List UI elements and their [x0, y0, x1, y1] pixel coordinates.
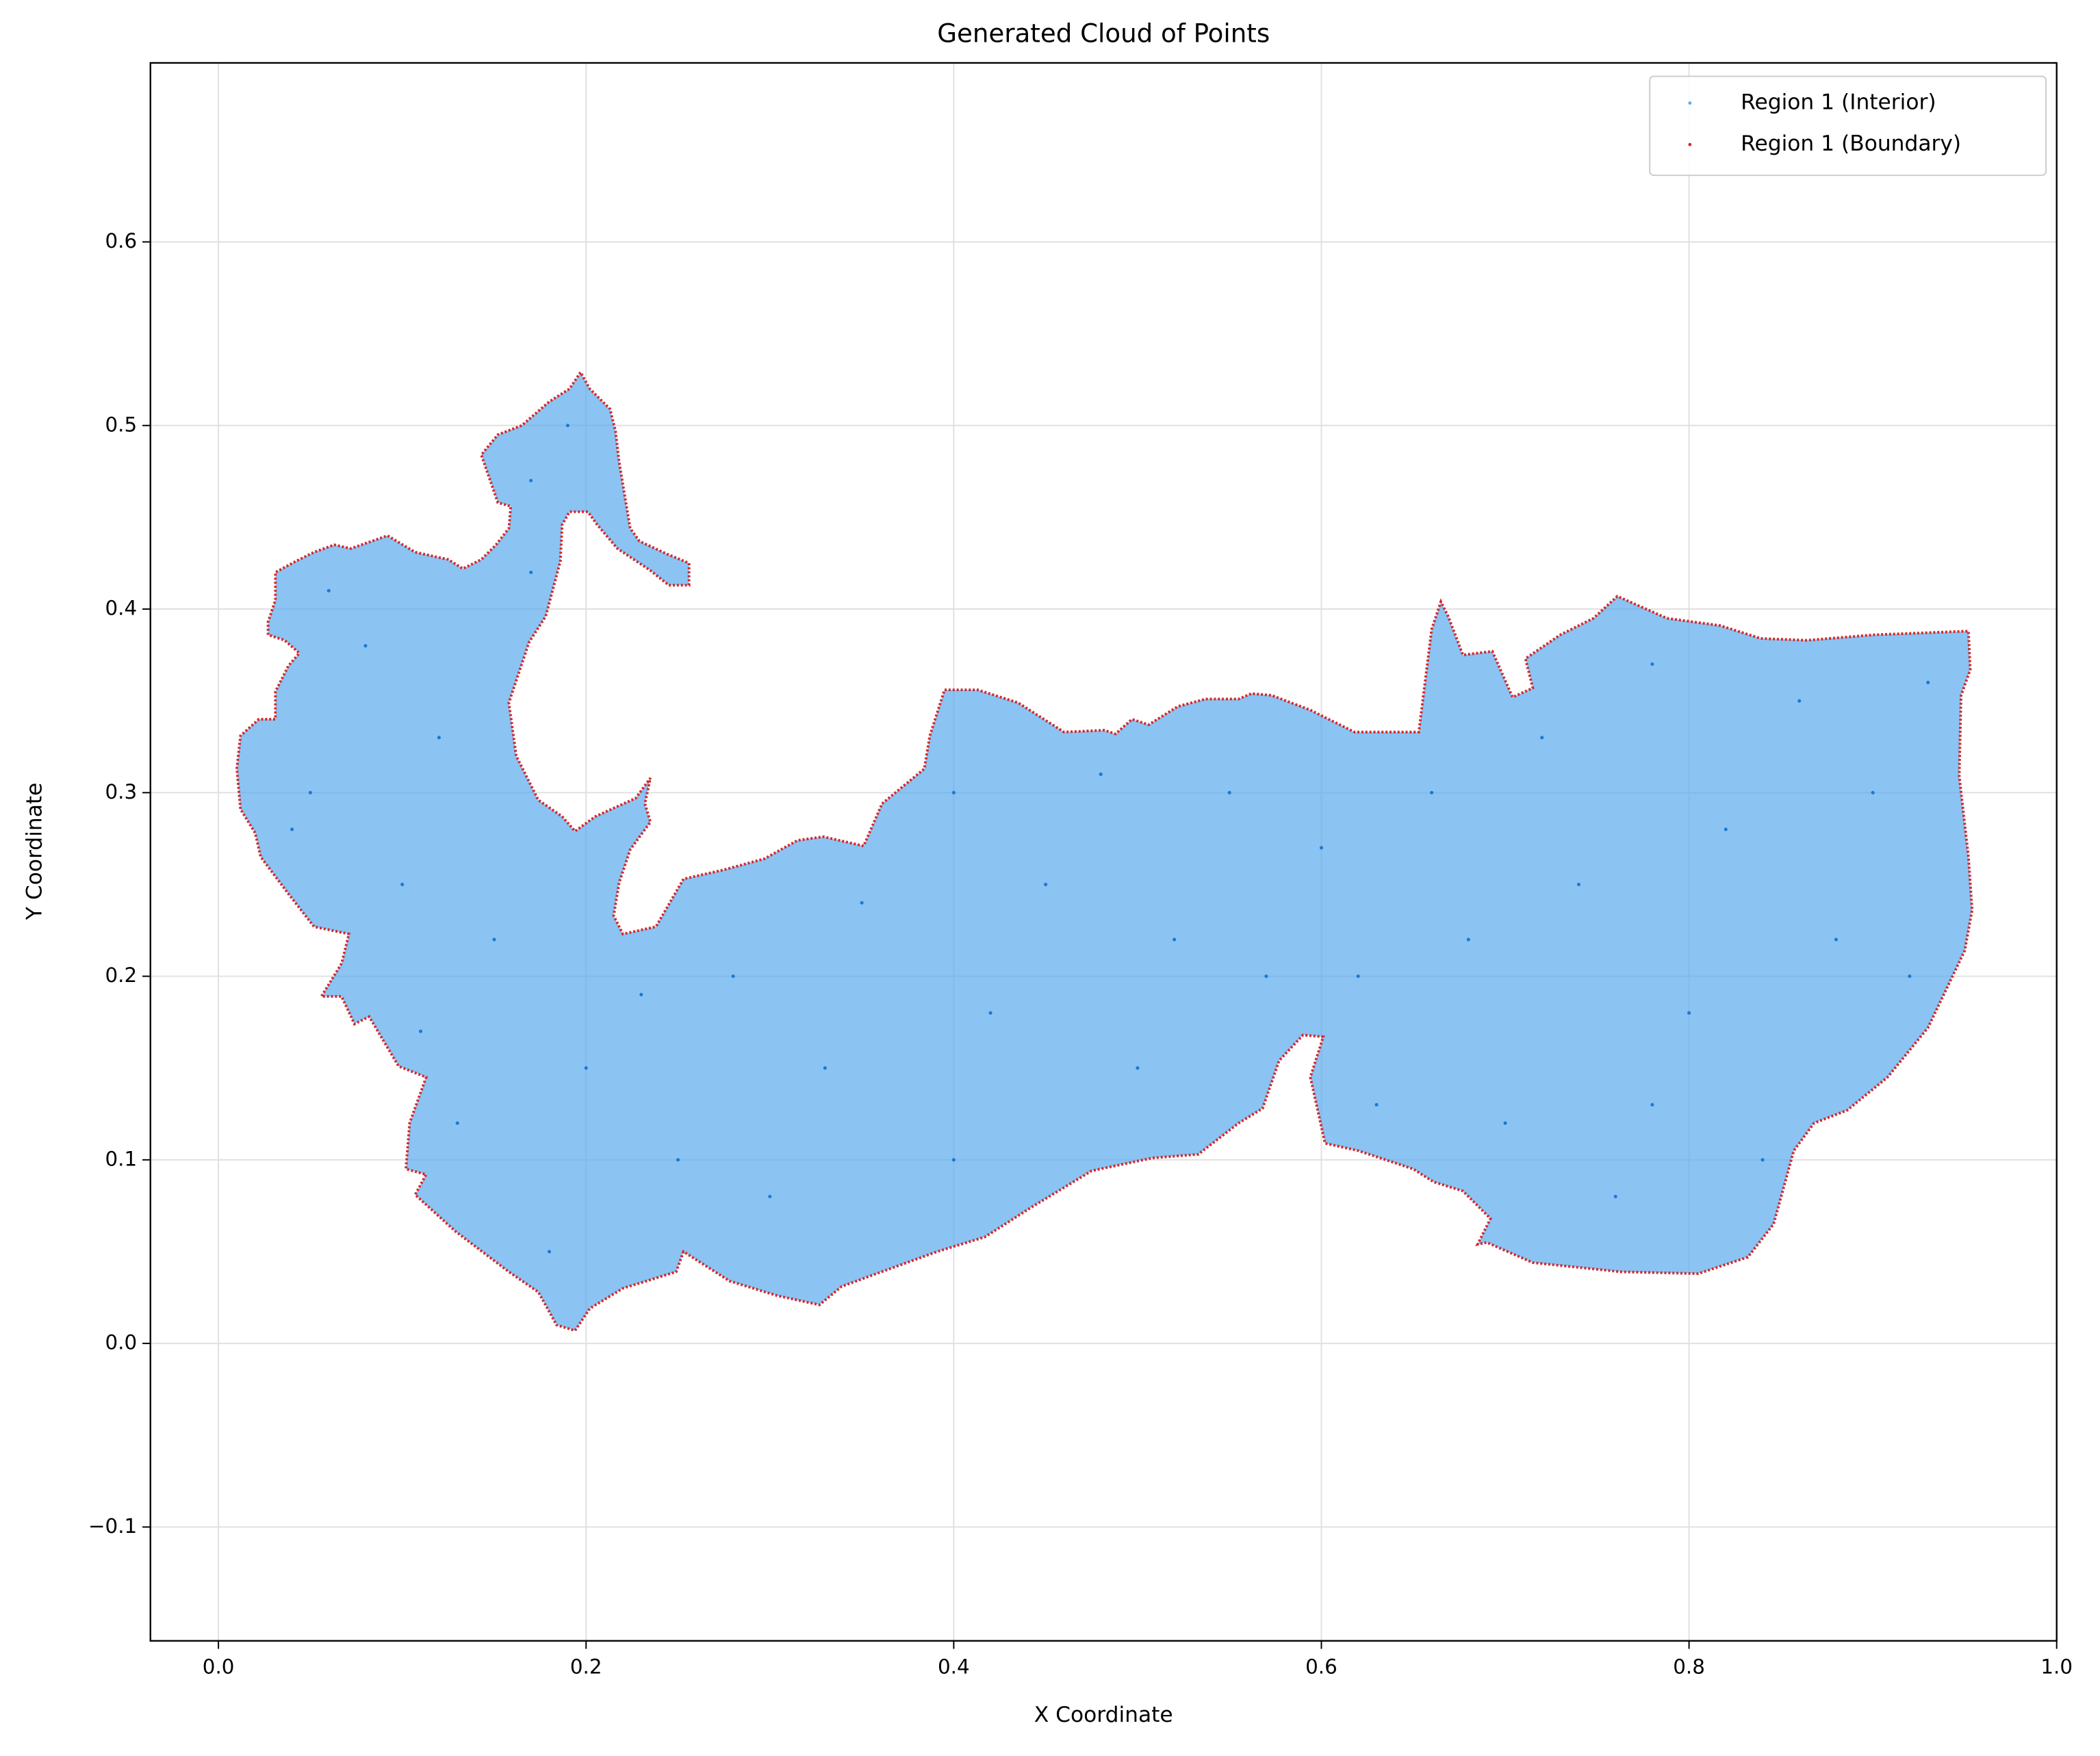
x-tick-label: 0.4	[938, 1655, 970, 1678]
interior-point	[676, 1158, 680, 1162]
interior-point	[1797, 699, 1802, 703]
interior-point	[1650, 1102, 1654, 1107]
y-tick-label: 0.5	[105, 413, 138, 436]
interior-point	[1650, 662, 1654, 667]
ticks: 0.0 0.2 0.4 0.6 0.8 1.0 −0.1 0.0 0.1 0.2 0.3 0.4 0.5…	[88, 229, 2073, 1678]
interior-point	[1834, 938, 1838, 942]
interior-point	[1136, 1066, 1140, 1070]
y-axis-label: Y Coordinate	[23, 783, 47, 921]
y-tick-label: 0.1	[105, 1147, 138, 1170]
interior-point	[547, 1250, 552, 1254]
interior-point	[1540, 736, 1544, 740]
x-tick-label: 0.8	[1673, 1655, 1705, 1678]
interior-point	[1760, 1158, 1765, 1162]
interior-point	[951, 1158, 956, 1162]
x-axis-label: X Coordinate	[1034, 1703, 1173, 1727]
legend-marker	[1688, 101, 1692, 105]
axes-frame	[149, 62, 2058, 1642]
interior-point	[1908, 974, 1912, 979]
interior-point	[1356, 974, 1360, 979]
plot-area	[235, 370, 1974, 1332]
interior-point	[1724, 827, 1728, 831]
chart-title: Generated Cloud of Points	[937, 18, 1270, 48]
interior-point	[1430, 790, 1434, 795]
interior-point	[565, 424, 569, 428]
interior-point	[731, 974, 735, 979]
interior-point	[1576, 882, 1580, 886]
interior-point	[400, 882, 405, 886]
y-tick-label: 0.0	[105, 1331, 138, 1354]
interior-point	[437, 736, 441, 740]
region-outline	[235, 370, 1974, 1332]
interior-point	[326, 589, 331, 593]
legend-box	[1649, 75, 2047, 177]
interior-point	[584, 1066, 588, 1070]
interior-point	[1227, 790, 1231, 795]
legend-label: Region 1 (Boundary)	[1741, 131, 1961, 156]
x-tick-label: 1.0	[2040, 1655, 2073, 1678]
interior-point	[951, 790, 956, 795]
interior-point	[363, 644, 368, 648]
interior-point	[1173, 938, 1177, 942]
interior-point	[308, 790, 312, 795]
interior-point	[768, 1194, 772, 1199]
interior-point	[492, 938, 496, 942]
legend-marker	[1688, 142, 1692, 146]
interior-point	[1613, 1194, 1617, 1199]
interior-point	[455, 1121, 459, 1125]
interior-point	[290, 827, 294, 831]
interior-point	[860, 901, 864, 905]
y-tick-label: 0.3	[105, 780, 138, 803]
interior-point	[1926, 680, 1930, 684]
interior-point	[1264, 974, 1268, 979]
y-tick-label: 0.4	[105, 597, 138, 620]
interior-point	[1319, 846, 1324, 850]
y-tick-label: 0.6	[105, 229, 138, 253]
interior-point	[1099, 772, 1103, 777]
interior-point	[529, 570, 533, 574]
interior-point	[1044, 882, 1048, 886]
y-tick-label: −0.1	[88, 1514, 137, 1538]
legend: Region 1 (Interior) Region 1 (Boundary)	[1649, 75, 2047, 177]
interior-point	[1687, 1011, 1691, 1015]
interior-point	[639, 992, 643, 996]
interior-point	[1374, 1102, 1379, 1107]
x-tick-label: 0.6	[1305, 1655, 1337, 1678]
interior-point	[1871, 790, 1875, 795]
x-tick-label: 0.0	[203, 1655, 235, 1678]
interior-point	[418, 1029, 423, 1033]
interior-point	[988, 1011, 993, 1015]
x-tick-label: 0.2	[570, 1655, 602, 1678]
interior-point	[1503, 1121, 1507, 1125]
interior-point	[1466, 938, 1470, 942]
legend-label: Region 1 (Interior)	[1741, 90, 1936, 115]
y-tick-label: 0.2	[105, 964, 138, 987]
interior-point	[529, 478, 533, 482]
interior-point	[823, 1066, 827, 1070]
